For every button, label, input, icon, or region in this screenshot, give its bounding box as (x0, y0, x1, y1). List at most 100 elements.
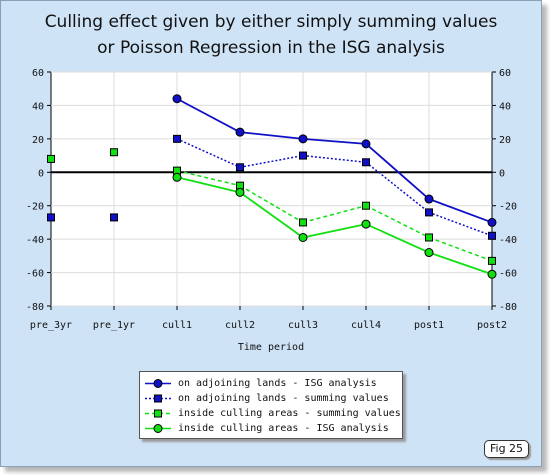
series-4-point (361, 219, 371, 229)
chart-frame: Culling effect given by either simply su… (0, 0, 542, 467)
series-3-point (425, 233, 433, 242)
x-tick-label: cull2 (225, 320, 255, 331)
x-tick-label: pre_1yr (93, 320, 135, 331)
x-tick-label: cull3 (288, 320, 318, 331)
series-2-point (362, 158, 370, 167)
chart-title: Culling effect given by either simply su… (1, 9, 541, 61)
series-1-segment (428, 198, 493, 224)
legend-label: on adjoining lands - ISG analysis (178, 378, 377, 389)
series-4-point (235, 187, 245, 197)
series-1-segment (176, 97, 241, 133)
y-tick-label-right: -20 (499, 202, 517, 213)
series-layer (47, 94, 497, 279)
series-4 (172, 172, 497, 279)
series-2-segment (176, 138, 241, 168)
chart-title-line-1: Culling effect given by either simply su… (44, 12, 498, 32)
y-axis-right: -80 -60 -40 -20 0 20 40 60 (492, 68, 517, 313)
legend-swatch-4 (145, 424, 171, 433)
series-1-segment (239, 131, 304, 140)
y-tick-label-right: -80 (499, 302, 517, 313)
series-4-segment (428, 251, 493, 276)
y-tick-label-left: 60 (32, 68, 44, 79)
y-tick-label-right: 20 (499, 135, 511, 146)
series-3-segment (428, 236, 493, 262)
y-tick-label-left: -80 (26, 302, 44, 313)
x-tick-label: cull1 (162, 320, 192, 331)
plot-area (50, 71, 493, 307)
legend-marker (154, 409, 162, 418)
y-tick-label-right: 40 (499, 101, 511, 112)
series-2-point (488, 231, 496, 240)
series-2-point (425, 208, 433, 217)
legend: on adjoining lands - ISG analysis on adjo… (139, 371, 403, 439)
legend-swatch-1 (145, 379, 171, 388)
series-3-point (299, 218, 307, 227)
series-4-point (424, 248, 434, 258)
series-3-point (110, 148, 118, 157)
series-1-segment (365, 143, 430, 200)
x-tick-label: post2 (477, 320, 507, 331)
series-1-point (298, 134, 308, 144)
series-4-point (298, 232, 308, 242)
legend-swatch-3 (145, 409, 171, 418)
series-2-point (47, 213, 55, 222)
legend-item-4: inside culling areas - ISG analysis (140, 421, 402, 436)
series-3-segment (365, 205, 430, 239)
legend-label: inside culling areas - summing values (178, 408, 401, 419)
legend-label: inside culling areas - ISG analysis (178, 423, 389, 434)
series-3-segment (239, 185, 304, 224)
y-tick-label-left: 20 (32, 135, 44, 146)
series-1-segment (302, 137, 367, 145)
y-axis-left: -80 -60 -40 -20 0 20 40 60 (26, 68, 51, 313)
y-tick-label-left: 0 (38, 168, 44, 179)
series-4-segment (302, 223, 367, 239)
series-2-point (236, 163, 244, 172)
series-1-point (424, 194, 434, 204)
legend-swatch-2 (145, 394, 171, 403)
series-2-segment (239, 154, 304, 169)
series-3 (47, 148, 496, 265)
series-1-point (235, 127, 245, 137)
legend-marker (153, 379, 163, 388)
series-2-point (299, 151, 307, 160)
series-4-point (487, 269, 497, 279)
chart-title-line-2: or Poisson Regression in the ISG analysi… (97, 38, 445, 58)
series-1-point (172, 94, 182, 104)
series-4-segment (239, 191, 304, 239)
series-2-segment (428, 211, 493, 237)
legend-item-3: inside culling areas - summing values (140, 406, 402, 421)
x-tick-label: pre_3yr (30, 320, 72, 331)
series-1 (172, 94, 497, 227)
series-3-point (488, 256, 496, 265)
legend-marker (154, 394, 162, 403)
series-2-segment (302, 154, 367, 164)
series-2-segment (365, 161, 430, 213)
y-tick-label-left: 40 (32, 101, 44, 112)
x-axis: pre_3yr pre_1yr cull1 cull2 cull3 cull4 post1 p… (30, 306, 507, 331)
series-3-segment (302, 204, 367, 224)
series-2-point (173, 134, 181, 143)
y-tick-label-right: -60 (499, 269, 517, 280)
y-tick-label-left: -40 (26, 235, 44, 246)
y-tick-label-right: 0 (499, 168, 505, 179)
series-3-point (47, 154, 55, 163)
y-tick-label-right: 60 (499, 68, 511, 79)
legend-item-1: on adjoining lands - ISG analysis (140, 376, 402, 391)
y-tick-label-left: -60 (26, 269, 44, 280)
y-tick-label-right: -40 (499, 235, 517, 246)
series-4-segment (176, 176, 241, 194)
series-4-point (172, 172, 182, 182)
series-3-point (362, 201, 370, 210)
legend-label: on adjoining lands - summing values (178, 393, 389, 404)
y-tick-label-left: -20 (26, 202, 44, 213)
series-3-segment (176, 169, 241, 187)
series-2-point (110, 213, 118, 222)
series-1-point (487, 217, 497, 227)
x-tick-label: cull4 (351, 320, 381, 331)
series-2 (47, 134, 496, 240)
series-1-point (361, 139, 371, 149)
x-axis-label: Time period (238, 342, 304, 353)
figure-tag: Fig 25 (484, 440, 530, 458)
legend-marker (153, 424, 163, 433)
